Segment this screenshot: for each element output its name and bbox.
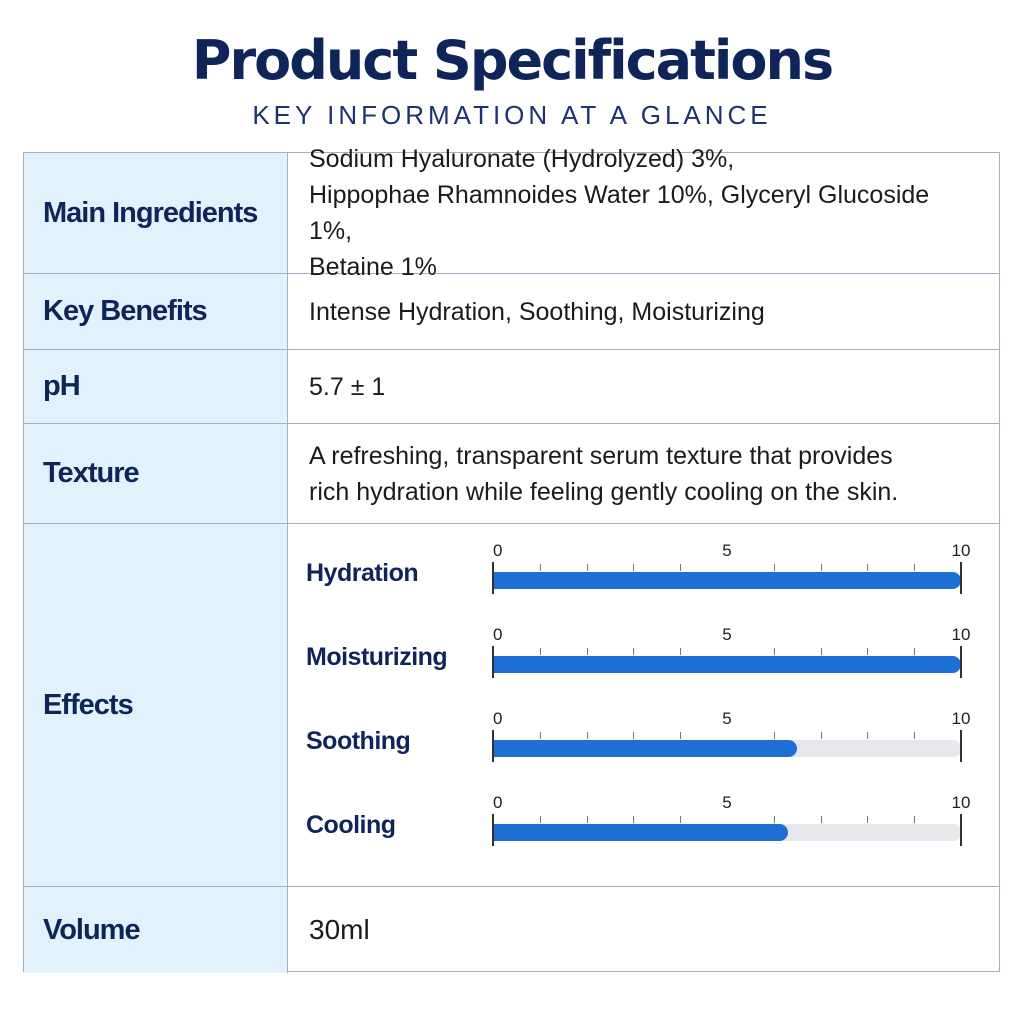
scale-tick-label: 0 (493, 541, 503, 560)
scale-tick-label: 5 (722, 709, 732, 728)
scale-end-tick (492, 814, 494, 846)
spec-value: 30ml (309, 914, 370, 945)
page-title: Product Specifications (191, 29, 834, 92)
scale-tick-label: 0 (493, 625, 503, 644)
scale-tick-label: 5 (722, 541, 732, 560)
effect-label-moisturizing: Moisturizing (306, 643, 448, 671)
scale-minor-tick (867, 732, 869, 739)
scale-end-tick (960, 646, 962, 678)
scale-minor-tick (633, 564, 635, 571)
spec-row-key-benefits: Key Benefits Intense Hydration, Soothing… (24, 274, 999, 350)
spec-label: Effects (24, 524, 288, 886)
scale-tick-label: 0 (493, 793, 503, 812)
effect-label-hydration: Hydration (306, 559, 419, 587)
spec-label: Main Ingredients (24, 153, 288, 273)
scale-tick-label: 10 (951, 709, 971, 728)
spec-row-main-ingredients: Main Ingredients Sodium Hyaluronate (Hyd… (24, 145, 999, 281)
scale-end-tick (960, 730, 962, 762)
scale-tick-label: 0 (493, 709, 503, 728)
scale-minor-tick (680, 564, 682, 571)
effect-scale: 0 5 10 (492, 625, 970, 685)
spec-label: pH (24, 350, 288, 423)
effect-label-cooling: Cooling (306, 811, 396, 839)
rating-fill (493, 740, 798, 757)
rating-fill (493, 824, 788, 841)
scale-tick-label: 5 (722, 793, 732, 812)
rating-track (493, 656, 961, 673)
spec-value: Intense Hydration, Soothing, Moisturizin… (309, 297, 765, 326)
scale-end-tick (492, 730, 494, 762)
scale-minor-tick (820, 732, 822, 739)
rating-fill (493, 572, 961, 589)
spec-label: Key Benefits (24, 274, 288, 349)
spec-row-ph: pH 5.7 ± 1 (24, 350, 999, 424)
page-subtitle: KEY INFORMATION AT A GLANCE (252, 100, 772, 130)
effect-scale: 0 5 10 (492, 793, 970, 853)
scale-minor-tick (914, 816, 916, 823)
spec-value: 5.7 ± 1 (309, 372, 386, 401)
scale-minor-tick (633, 732, 635, 739)
scale-minor-tick (633, 648, 635, 655)
scale-minor-tick (680, 816, 682, 823)
scale-minor-tick (773, 648, 775, 655)
scale-minor-tick (867, 648, 869, 655)
scale-minor-tick (539, 648, 541, 655)
scale-end-tick (960, 814, 962, 846)
spec-table: Main Ingredients Sodium Hyaluronate (Hyd… (23, 145, 1000, 973)
scale-tick-label: 5 (722, 625, 732, 644)
texture-line: rich hydration while feeling gently cool… (309, 477, 899, 506)
scale-tick-label: 10 (951, 625, 971, 644)
scale-minor-tick (914, 564, 916, 571)
spec-row-effects: Effects Hydration 0 5 10 Moisturizing 0 5 10 Soo… (24, 524, 999, 887)
effect-scale: 0 5 10 (492, 541, 970, 601)
scale-minor-tick (539, 564, 541, 571)
rating-fill (493, 656, 961, 673)
spec-row-volume: Volume 30ml (24, 887, 999, 973)
scale-minor-tick (680, 732, 682, 739)
scale-minor-tick (773, 564, 775, 571)
rating-track (493, 740, 961, 757)
scale-end-tick (492, 562, 494, 594)
spec-label: Texture (24, 424, 288, 523)
scale-minor-tick (773, 816, 775, 823)
scale-minor-tick (820, 564, 822, 571)
scale-minor-tick (539, 816, 541, 823)
scale-minor-tick (914, 648, 916, 655)
scale-minor-tick (867, 564, 869, 571)
scale-minor-tick (773, 732, 775, 739)
spec-row-texture: Texture A refreshing, transparent serum … (24, 424, 999, 524)
rating-track (493, 824, 961, 841)
ingredients-line: Sodium Hyaluronate (Hydrolyzed) 3%, (309, 145, 735, 173)
effect-label-soothing: Soothing (306, 727, 411, 755)
scale-minor-tick (680, 648, 682, 655)
scale-tick-label: 10 (951, 793, 971, 812)
rating-track (493, 572, 961, 589)
effects-chart: Hydration 0 5 10 Moisturizing 0 5 10 Soothing 0 5 1… (288, 524, 999, 886)
scale-minor-tick (867, 816, 869, 823)
ingredients-line: Hippophae Rhamnoides Water 10%, Glyceryl… (309, 181, 930, 245)
effect-scale: 0 5 10 (492, 709, 970, 769)
scale-minor-tick (539, 732, 541, 739)
spec-value: A refreshing, transparent serum texture … (288, 424, 999, 523)
scale-minor-tick (586, 648, 588, 655)
scale-minor-tick (633, 816, 635, 823)
scale-end-tick (960, 562, 962, 594)
scale-minor-tick (820, 816, 822, 823)
scale-minor-tick (820, 648, 822, 655)
spec-label: Volume (24, 887, 288, 973)
ingredients-line: Betaine 1% (309, 253, 437, 281)
scale-minor-tick (586, 732, 588, 739)
texture-line: A refreshing, transparent serum texture … (309, 441, 893, 470)
scale-minor-tick (586, 564, 588, 571)
scale-minor-tick (586, 816, 588, 823)
scale-minor-tick (914, 732, 916, 739)
scale-end-tick (492, 646, 494, 678)
spec-value: Sodium Hyaluronate (Hydrolyzed) 3%, Hipp… (288, 145, 999, 281)
scale-tick-label: 10 (951, 541, 971, 560)
